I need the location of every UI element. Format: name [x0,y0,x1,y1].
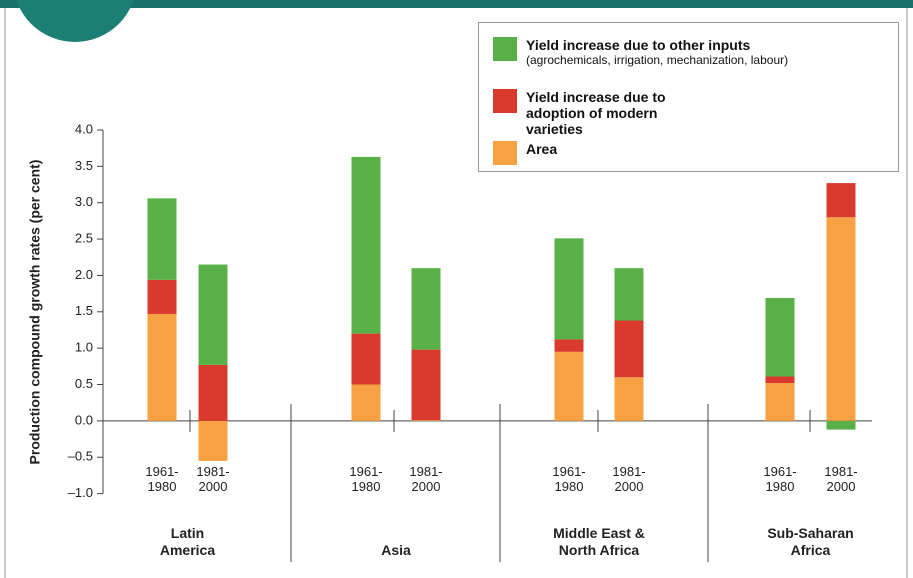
bar-segment [826,217,856,421]
group-label: Sub-Saharan Africa [767,525,854,558]
y-tick-label: –1.0 [68,485,93,500]
group-label: Asia [381,542,411,558]
y-tick-label: 0.0 [75,412,93,427]
bar-segment [198,364,228,421]
group-label: Middle East & North Africa [553,525,645,558]
legend-swatch [493,89,517,113]
y-tick-label: 0.5 [75,376,93,391]
y-axis-label: Production compound growth rates (per ce… [27,160,43,465]
legend-description: (agrochemicals, irrigation, mechanizatio… [526,53,789,67]
bar-segment [765,383,795,421]
bar-segment [198,420,228,461]
bar-segment [147,313,177,421]
bar-segment [351,333,381,385]
y-tick-label: 2.5 [75,231,93,246]
x-tick-label: 1981-2000 [612,464,646,494]
x-tick-label: 1961-1980 [763,464,797,494]
bar-segment [826,183,856,218]
x-tick-label: 1961-1980 [552,464,586,494]
legend-label: Yield increase due to other inputs [526,37,751,53]
bar-segment [614,320,644,378]
top-banner [0,0,913,8]
bar-segment [554,351,584,421]
bar-segment [554,238,584,340]
bar-segment [765,297,795,377]
x-tick-label: 1981-2000 [409,464,443,494]
bar-segment [351,156,381,334]
legend: Yield increase due to other inputs (agroc… [478,22,899,172]
y-tick-label: 3.5 [75,158,93,173]
legend-text: Area [526,141,896,157]
legend-label: Yield increase due to adoption of modern… [526,89,666,137]
bar-segment [198,264,228,365]
bar-segment [147,198,177,280]
legend-text: Yield increase due to other inputs (agroc… [526,37,896,67]
legend-label: Area [526,141,558,157]
bar-segment [411,420,441,421]
x-tick-label: 1981-2000 [824,464,858,494]
y-tick-label: 1.0 [75,340,93,355]
legend-swatch [493,37,517,61]
bar-segment [411,349,441,421]
y-tick-label: 1.5 [75,303,93,318]
legend-text: Yield increase due to adoption of modern… [526,89,706,137]
bar-segment [147,279,177,314]
y-tick-label: 3.0 [75,194,93,209]
globe-logo [16,0,134,42]
legend-swatch [493,141,517,165]
bar-segment [614,377,644,421]
bar-segment [765,376,795,384]
group-label: Latin America [159,525,216,558]
bar-segment [351,384,381,421]
y-tick-label: –0.5 [68,449,93,464]
x-tick-label: 1961-1980 [145,464,179,494]
bar-segment [411,268,441,350]
bar-segment [826,420,856,430]
x-tick-label: 1981-2000 [196,464,230,494]
y-tick-label: 2.0 [75,267,93,282]
y-tick-label: 4.0 [75,121,93,136]
bar-segment [554,339,584,352]
x-tick-label: 1961-1980 [349,464,383,494]
bar-segment [614,268,644,321]
